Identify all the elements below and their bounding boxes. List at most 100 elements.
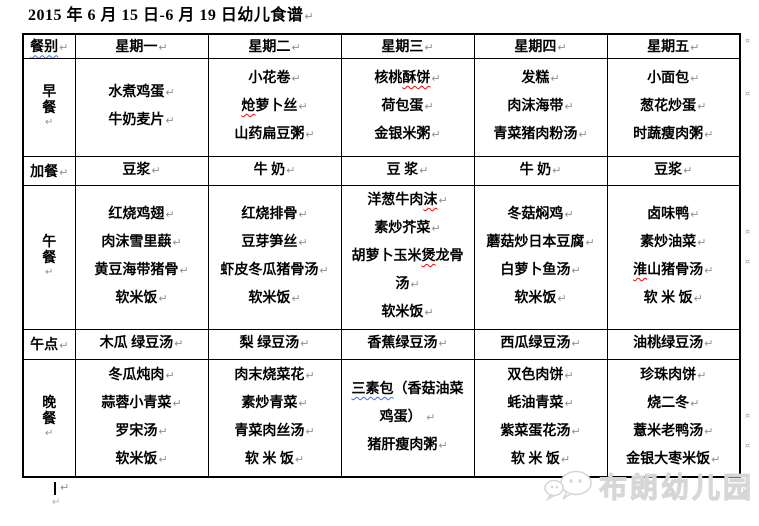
menu-item: 洋葱牛肉沫↵ [367,193,448,208]
paragraph-mark: ↵ [298,208,308,221]
spellcheck-underline: 淮 [633,263,648,278]
menu-cell-r3-c4[interactable]: 油桃绿豆汤↵ [606,328,741,360]
header-cell-4[interactable]: 星期四↵ [473,33,608,59]
meal-label: 午餐 ↵ [24,235,74,279]
menu-cell-r2-c0[interactable]: 红烧鸡翅↵ 肉沫雪里蕻↵ 黄豆海带猪骨↵ 软米饭↵ [74,184,209,330]
menu-item: 豆浆↵ [654,162,693,178]
menu-item: 红烧鸡翅↵ [108,207,175,222]
menu-item: 素炒青菜↵ [241,395,308,411]
paragraph-mark: ↵ [298,396,308,410]
header-cell-text: 星期一↵ [115,40,168,56]
paragraph-mark: ↵ [431,128,441,141]
paragraph-mark: ↵ [410,278,420,291]
menu-cell-r1-c0[interactable]: 豆浆↵ [74,155,209,186]
header-row: 餐别↵ 星期一↵ 星期二↵ 星期三↵ 星期四↵ 星期五↵ [22,33,741,59]
paragraph-mark: ↵ [578,128,588,141]
paragraph-mark: ↵ [158,41,168,55]
paragraph-mark: ↵ [304,10,315,23]
menu-cell-r4-c1[interactable]: 肉末烧菜花↵ 素炒青菜↵ 青菜肉丝汤↵ 软 米 饭↵ [207,358,342,478]
menu-cell-r0-c0[interactable]: 水煮鸡蛋↵ 牛奶麦片↵ [74,57,209,157]
menu-item: 冬菇焖鸡↵ [507,207,574,222]
paragraph-mark: ↵ [690,41,700,55]
paragraph-mark: ↵ [300,337,310,350]
paragraph-mark: ↵ [571,337,581,350]
paragraph-mark: ↵ [165,208,175,221]
menu-item: 青菜猪肉粉汤↵ [493,127,588,142]
paragraph-mark: ↵ [165,114,175,127]
menu-item: 虾皮冬瓜猪骨汤↵ [220,263,329,278]
header-cell-2[interactable]: 星期二↵ [207,33,342,59]
watermark: 布朗幼儿园 [543,470,754,507]
menu-cell-r0-c2[interactable]: 核桃酥饼↵ 荷包蛋↵ 金银米粥↵ [340,57,475,157]
menu-cell-r3-c2[interactable]: 香蕉绿豆汤↵ [340,328,475,360]
menu-item: 牛 奶↵ [519,162,562,178]
menu-item: 小面包↵ [647,71,700,86]
menu-cell-r4-c0[interactable]: 冬瓜炖肉↵ 蒜蓉小青菜↵ 罗宋汤↵ 软米饭↵ [74,358,209,478]
meal-row-0: 早餐 ↵ 水煮鸡蛋↵ 牛奶麦片↵ 小花卷↵ 炝萝卜丝↵ 山药扁豆粥↵ 核桃酥饼↵ 荷包蛋↵ 金银米… [22,57,741,157]
paragraph-mark: ↵ [424,306,434,319]
spellcheck-underline: 三素包 [351,381,394,397]
menu-cell-r0-c1[interactable]: 小花卷↵ 炝萝卜丝↵ 山药扁豆粥↵ [207,57,342,157]
menu-cell-r3-c0[interactable]: 木瓜 绿豆汤↵ [74,328,209,360]
menu-item: 金银米粥↵ [374,127,441,142]
menu-item: 山药扁豆粥↵ [234,127,315,142]
meal-label-cell[interactable]: 午餐 ↵ [22,184,76,330]
menu-cell-r1-c2[interactable]: 豆 浆↵ [340,155,475,186]
menu-cell-r0-c4[interactable]: 小面包↵ 葱花炒蛋↵ 时蔬瘦肉粥↵ [606,57,741,157]
menu-item: 豆 浆↵ [386,162,429,178]
header-cell-5[interactable]: 星期五↵ [606,33,741,59]
header-cell-text: 星期二↵ [248,40,301,56]
paragraph-mark: ↵ [426,410,436,424]
menu-cell-r4-c2[interactable]: 三素包（香菇油菜 鸡蛋） ↵ 猪肝瘦肉粥↵ [340,358,475,478]
menu-cell-r3-c3[interactable]: 西瓜绿豆汤↵ [473,328,608,360]
menu-cell-r1-c4[interactable]: 豆浆↵ [606,155,741,186]
paragraph-mark: ↵ [438,194,448,207]
paragraph-mark: ↵ [564,396,574,410]
menu-item: 双色肉饼↵ [507,367,574,383]
paragraph-mark: ↵ [165,86,175,99]
menu-cell-r4-c4[interactable]: 珍珠肉饼↵ 烧二冬↵ 薏米老鸭汤↵ 金银大枣米饭↵ [606,358,741,478]
menu-cell-r3-c1[interactable]: 梨 绿豆汤↵ [207,328,342,360]
row-end-mark: ¤ [745,441,751,450]
menu-item: 金银大枣米饭↵ [626,451,721,467]
meal-label-char: 早 [42,85,57,100]
header-cell-1[interactable]: 星期一↵ [74,33,209,59]
meal-label-cell[interactable]: 加餐↵ [22,155,76,186]
menu-item: 肉沫海带↵ [507,99,574,114]
paragraph-mark: ↵ [690,396,700,410]
header-cell-0[interactable]: 餐别↵ [22,33,76,59]
paragraph-mark: ↵ [59,165,69,179]
menu-item: 红烧排骨↵ [241,207,308,222]
paragraph-mark: ↵ [174,337,184,350]
menu-cell-r4-c3[interactable]: 双色肉饼↵ 蚝油青菜↵ 紫菜蛋花汤↵ 软 米 饭↵ [473,358,608,478]
menu-item: 素炒油菜↵ [640,235,707,250]
paragraph-mark: ↵ [704,337,714,350]
meal-label-char: 餐 [42,251,57,266]
paragraph-mark: ↵ [158,424,168,438]
meal-label-cell[interactable]: 早餐 ↵ [22,57,76,157]
text-cursor[interactable] [54,482,56,495]
paragraph-mark: ↵ [438,337,448,350]
meal-label-char: 餐 [42,101,57,116]
meal-label: 早餐 ↵ [24,85,74,129]
paragraph-mark: ↵ [693,292,703,305]
menu-item: 素炒芥菜↵ [374,221,441,236]
menu-cell-r2-c1[interactable]: 红烧排骨↵ 豆芽笋丝↵ 虾皮冬瓜猪骨汤↵ 软米饭↵ [207,184,342,330]
header-cell-3[interactable]: 星期三↵ [340,33,475,59]
menu-cell-r2-c2[interactable]: 洋葱牛肉沫↵ 素炒芥菜↵ 胡萝卜玉米煲龙骨 汤↵ 软米饭↵ [340,184,475,330]
paragraph-mark: ↵ [697,236,707,249]
menu-item: 发糕↵ [521,71,560,86]
meal-label-cell[interactable]: 午点↵ [22,328,76,360]
header-cell-text: 餐别↵ [30,40,68,55]
menu-cell-r2-c3[interactable]: 冬菇焖鸡↵ 蘑菇炒日本豆腐↵ 白萝卜鱼汤↵ 软米饭↵ [473,184,608,330]
menu-item: 肉末烧菜花↵ [234,367,315,383]
menu-item: 核桃酥饼↵ [374,71,441,86]
spellcheck-underline: 沫 [423,193,438,208]
paragraph-mark: ↵ [690,208,700,221]
menu-item: 软米饭↵ [514,291,567,306]
menu-cell-r1-c1[interactable]: 牛 奶↵ [207,155,342,186]
menu-cell-r2-c4[interactable]: 卤味鸭↵ 素炒油菜↵ 淮山猪骨汤↵ 软 米 饭↵ [606,184,741,330]
meal-label-cell[interactable]: 晚餐 ↵ [22,358,76,478]
menu-cell-r0-c3[interactable]: 发糕↵ 肉沫海带↵ 青菜猪肉粉汤↵ [473,57,608,157]
menu-cell-r1-c3[interactable]: 牛 奶↵ [473,155,608,186]
